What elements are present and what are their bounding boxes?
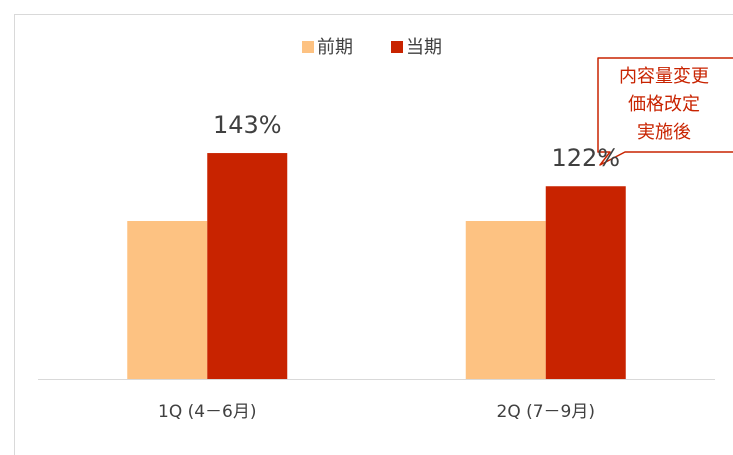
x-tick-label: 1Q (4－6月)	[158, 402, 257, 422]
data-label: 143%	[213, 111, 282, 139]
bar	[545, 186, 626, 379]
legend-label: 当期	[406, 37, 442, 58]
callout-text: 内容量変更	[619, 66, 709, 87]
bar	[465, 221, 546, 379]
legend-swatch	[302, 41, 314, 53]
legend-swatch	[391, 41, 403, 53]
bar	[127, 221, 208, 379]
chart-frame	[14, 14, 733, 455]
x-tick-label: 2Q (7－9月)	[497, 402, 596, 422]
callout-text: 価格改定	[628, 94, 700, 115]
callout-text: 実施後	[637, 122, 691, 143]
data-label: 122%	[551, 144, 620, 172]
callout-bubble	[597, 57, 733, 166]
legend-label: 前期	[317, 37, 353, 58]
bar	[207, 153, 288, 379]
